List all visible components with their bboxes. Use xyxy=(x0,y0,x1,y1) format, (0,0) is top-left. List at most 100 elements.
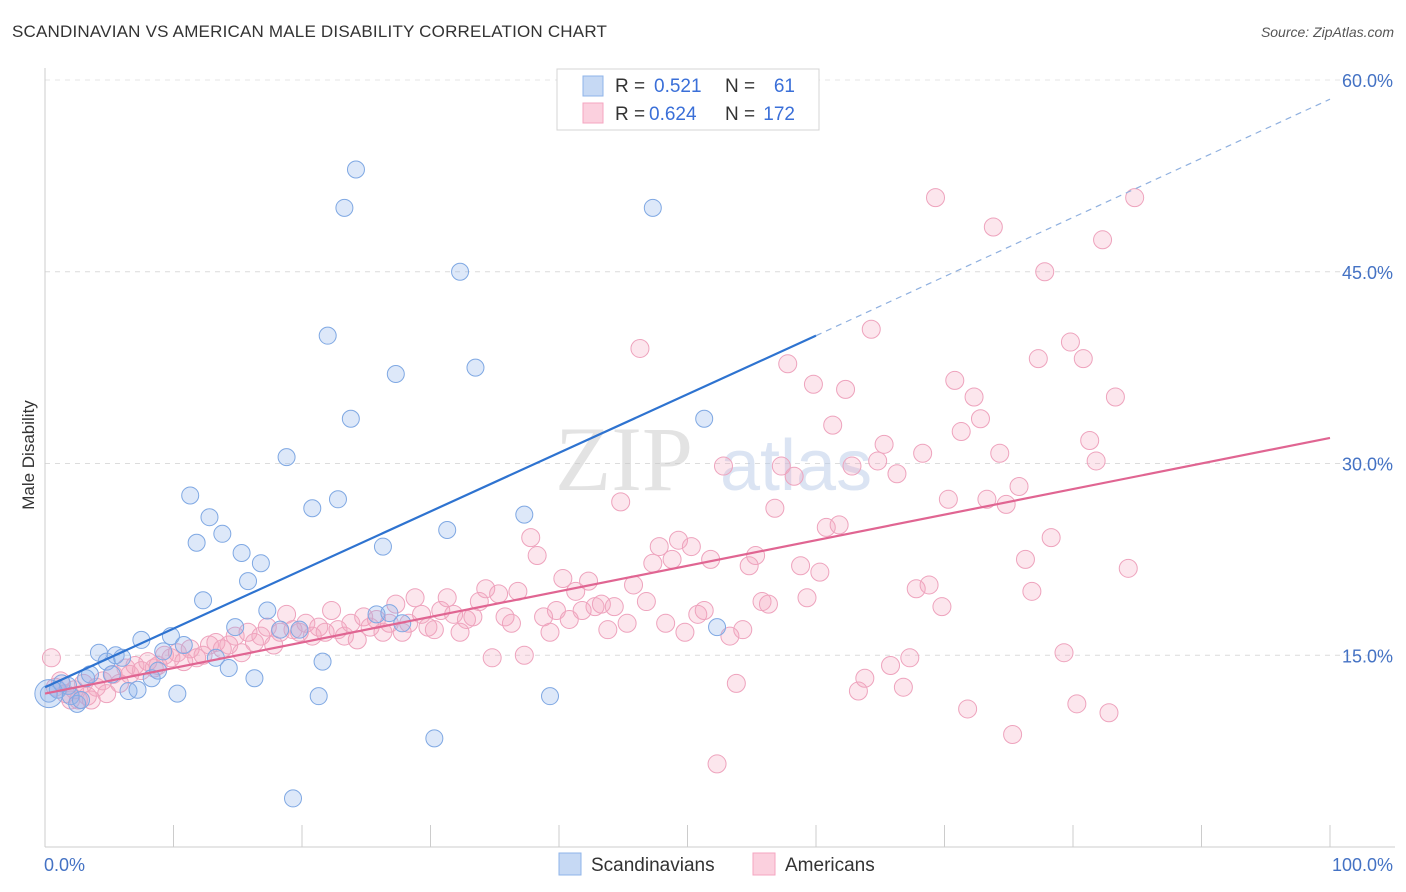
data-point-scandinavians xyxy=(174,636,193,655)
data-point-americans xyxy=(662,549,682,569)
data-point-scandinavians xyxy=(271,620,290,639)
data-point-americans xyxy=(945,370,965,390)
data-point-americans xyxy=(309,617,329,637)
data-point-americans xyxy=(855,668,875,688)
data-point-americans xyxy=(598,620,618,640)
y-tick-label: 45.0% xyxy=(1342,263,1393,283)
bottom-legend-swatch-scandinavians xyxy=(558,852,582,876)
data-point-americans xyxy=(951,422,971,442)
y-tick-label: 15.0% xyxy=(1342,646,1393,666)
data-point-scandinavians xyxy=(515,505,534,524)
data-point-scandinavians xyxy=(380,604,399,623)
bottom-legend-label-scandinavians: Scandinavians xyxy=(591,855,715,876)
trend-line-scandinavians-extension xyxy=(815,98,1331,337)
data-point-scandinavians xyxy=(386,365,405,384)
data-point-americans xyxy=(919,575,939,595)
data-point-scandinavians xyxy=(213,524,232,543)
data-point-americans xyxy=(893,677,913,697)
data-point-americans xyxy=(733,620,753,640)
data-point-americans xyxy=(630,338,650,358)
data-point-americans xyxy=(784,466,804,486)
data-point-scandinavians xyxy=(425,729,444,748)
x-tick-label: 100.0% xyxy=(1332,855,1393,875)
series-scandinavians xyxy=(34,160,727,808)
data-point-americans xyxy=(424,620,444,640)
data-point-scandinavians xyxy=(346,160,365,179)
data-point-americans xyxy=(611,492,631,512)
data-point-americans xyxy=(983,217,1003,237)
data-point-americans xyxy=(861,319,881,339)
legend-n-value-scandinavians: 61 xyxy=(774,76,795,97)
data-point-americans xyxy=(489,584,509,604)
legend-n-label-scandinavians: N = xyxy=(725,76,755,97)
data-point-scandinavians xyxy=(181,486,200,505)
data-point-americans xyxy=(726,673,746,693)
data-point-americans xyxy=(694,601,714,621)
chart-title: SCANDINAVIAN VS AMERICAN MALE DISABILITY… xyxy=(12,22,608,41)
data-point-americans xyxy=(797,588,817,608)
data-point-americans xyxy=(926,188,946,208)
data-point-scandinavians xyxy=(71,690,90,709)
legend: R = 0.521 N = 61 R = 0.624 N = 172 xyxy=(556,68,820,131)
data-point-scandinavians xyxy=(168,684,187,703)
legend-r-value-americans: 0.624 xyxy=(649,104,697,125)
data-point-scandinavians xyxy=(341,409,360,428)
data-point-americans xyxy=(913,443,933,463)
data-point-americans xyxy=(643,553,663,573)
data-point-scandinavians xyxy=(318,326,337,345)
data-point-americans xyxy=(964,387,984,407)
data-point-americans xyxy=(681,537,701,557)
data-point-americans xyxy=(1118,558,1138,578)
data-point-americans xyxy=(527,546,547,566)
y-tick-label: 30.0% xyxy=(1342,455,1393,475)
watermark-atlas: atlas xyxy=(720,426,872,506)
data-point-americans xyxy=(836,379,856,399)
data-point-americans xyxy=(521,528,541,548)
data-point-scandinavians xyxy=(200,508,219,527)
legend-swatch-scandinavians xyxy=(582,75,604,97)
data-point-americans xyxy=(778,354,798,374)
data-point-scandinavians xyxy=(303,499,322,518)
legend-r-value-scandinavians: 0.521 xyxy=(654,76,702,97)
data-point-scandinavians xyxy=(128,680,147,699)
bottom-legend-label-americans: Americans xyxy=(785,855,875,876)
data-point-americans xyxy=(636,592,656,612)
data-point-americans xyxy=(649,537,669,557)
data-point-americans xyxy=(1009,477,1029,497)
data-point-americans xyxy=(450,622,470,642)
data-point-americans xyxy=(675,622,695,642)
data-point-americans xyxy=(1015,549,1035,569)
data-point-americans xyxy=(746,546,766,566)
data-point-americans xyxy=(617,613,637,633)
data-point-scandinavians xyxy=(373,537,392,556)
data-point-americans xyxy=(803,374,823,394)
data-point-scandinavians xyxy=(232,543,251,562)
data-point-americans xyxy=(990,443,1010,463)
data-point-americans xyxy=(656,613,676,633)
data-point-scandinavians xyxy=(466,358,485,377)
legend-swatch-americans xyxy=(582,102,604,124)
data-point-americans xyxy=(1022,581,1042,601)
data-point-americans xyxy=(791,556,811,576)
trend-line-scandinavians xyxy=(44,334,817,689)
data-point-scandinavians xyxy=(290,620,309,639)
data-point-scandinavians xyxy=(335,198,354,217)
data-point-americans xyxy=(514,645,534,665)
data-point-americans xyxy=(881,655,901,675)
y-tick-labels: 15.0% 30.0% 45.0% 60.0% xyxy=(1342,71,1393,666)
data-point-americans xyxy=(810,562,830,582)
y-axis-label: Male Disability xyxy=(19,400,38,510)
x-tick-labels: 0.0% 100.0% xyxy=(44,855,1393,875)
axes xyxy=(44,68,1395,848)
data-point-americans xyxy=(1067,694,1087,714)
data-point-americans xyxy=(405,588,425,608)
data-point-scandinavians xyxy=(367,605,386,624)
data-point-americans xyxy=(604,597,624,617)
data-point-americans xyxy=(1041,528,1061,548)
data-point-scandinavians xyxy=(277,448,296,467)
data-point-scandinavians xyxy=(239,572,258,591)
data-point-americans xyxy=(1028,349,1048,369)
data-point-americans xyxy=(887,464,907,484)
data-point-americans xyxy=(572,601,592,621)
